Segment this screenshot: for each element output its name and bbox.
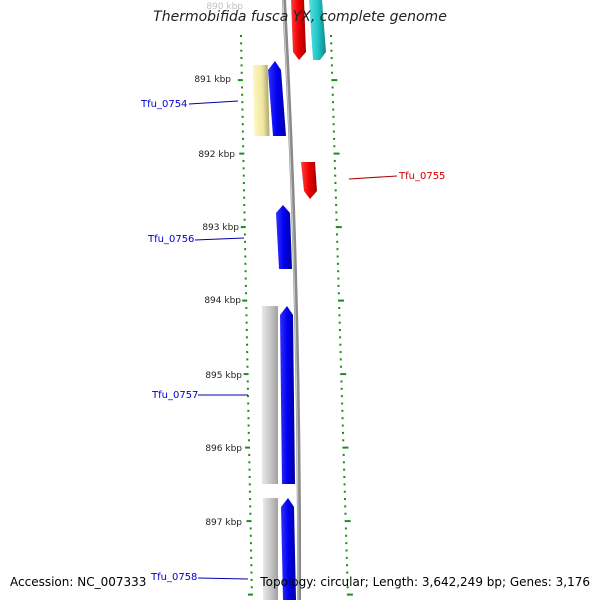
feature-gray-1	[262, 306, 278, 484]
leader-line-tfu-0758	[197, 577, 249, 580]
feature-red-top	[291, 0, 306, 60]
scale-label-891: 891 kbp	[194, 75, 231, 85]
scale-label-896: 896 kbp	[205, 444, 242, 454]
tick-marks-right	[330, 35, 353, 596]
gene-arrow-tfu-0756	[276, 205, 292, 269]
genome-title: Thermobifida fusca YX, complete genome	[153, 9, 447, 25]
gene-label-tfu-0755[interactable]: Tfu_0755	[398, 171, 445, 182]
scale-label-892: 892 kbp	[198, 150, 235, 160]
feature-cyan-top	[309, 0, 326, 60]
gene-arrow-tfu-0757	[280, 306, 295, 484]
feature-gray-2	[263, 498, 278, 600]
scale-label-top: 890 kbp	[206, 2, 243, 12]
gene-arrow-tfu-0758	[281, 498, 296, 600]
tick-marks-left	[237, 35, 253, 596]
scale-label-895: 895 kbp	[205, 371, 242, 381]
scale-label-897: 897 kbp	[205, 518, 242, 528]
gene-label-tfu-0757[interactable]: Tfu_0757	[151, 390, 198, 401]
gene-label-tfu-0756[interactable]: Tfu_0756	[147, 234, 194, 245]
leader-line-tfu-0755	[348, 175, 398, 180]
gene-arrow-tfu-0754	[268, 61, 286, 136]
gene-label-tfu-0754[interactable]: Tfu_0754	[140, 99, 187, 110]
gene-arrow-tfu-0755	[301, 162, 317, 199]
leader-line-tfu-0756	[194, 237, 245, 241]
accession-label: Accession: NC_007333	[10, 575, 147, 589]
topology-label: Topology: circular; Length: 3,642,249 bp…	[260, 575, 590, 589]
scale-label-894: 894 kbp	[204, 296, 241, 306]
scale-label-893: 893 kbp	[202, 223, 239, 233]
leader-line-tfu-0754	[188, 100, 239, 105]
gene-label-tfu-0758[interactable]: Tfu_0758	[150, 572, 197, 583]
genome-backbone-highlight	[282, 0, 299, 600]
genome-backbone	[282, 0, 302, 600]
feature-yellow	[252, 65, 270, 136]
